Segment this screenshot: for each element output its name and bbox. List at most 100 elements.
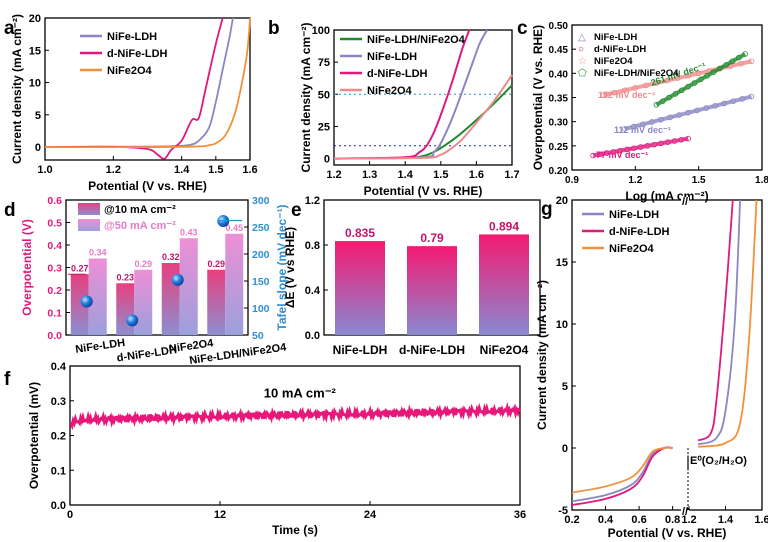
chart-g: // // 0.2 0.4 0.6 0.8 1.2 1.4 1.6 -5 0 5 10 15 20 Poten…: [535, 195, 768, 540]
tafel-dot-nife2o4: [171, 273, 184, 286]
legend-c-nife-ldh: NiFe-LDH: [594, 32, 637, 43]
fit-nife-ldh: [624, 94, 752, 131]
point-nife-ldh: [739, 96, 746, 102]
chart-d: 0.0 0.1 0.2 0.3 0.4 0.5 0.6 50 100 150 200 250 300 Ov…: [20, 195, 289, 367]
y-tick-label: -5: [558, 505, 568, 517]
x-tick-label: 12: [214, 509, 226, 521]
legend-d-10: @10 mA cm⁻²: [104, 204, 176, 216]
point-d-nife-ldh: [685, 135, 691, 142]
point-nife-ldh: [640, 121, 646, 128]
x-tick-label: 0: [67, 509, 73, 521]
series-left-d-nife-ldh: [571, 446, 673, 506]
point-nife2o4: [695, 70, 702, 77]
x-tick-label: 1.7: [504, 169, 519, 181]
point-nife2o4: [685, 72, 691, 79]
chart-a: 1.0 1.2 1.4 1.5 1.6 0 5 10 15 20 Potential (V vs. …: [10, 13, 258, 193]
x-axis-label: Potential (V vs. RHE): [88, 179, 207, 193]
y-tick-label: 0.2: [47, 285, 62, 297]
y-tick-label: 10: [29, 78, 41, 90]
panel-label-c: c: [517, 18, 528, 39]
bar-label-50-nife2o4: 0.43: [180, 227, 198, 237]
bar-label-50-nife-ldh-nife2o4: 0.45: [225, 223, 243, 233]
legend-d-swatch-10: [78, 203, 100, 215]
point-nife-ldh: [721, 100, 728, 107]
point-nife-ldh-nife2o4: [716, 65, 723, 72]
y-axis-label: Current density (mA cm⁻²): [535, 280, 549, 430]
y-tick-label: 0.20: [549, 166, 569, 177]
point-d-nife-ldh: [603, 150, 610, 156]
point-d-nife-ldh: [624, 146, 630, 153]
bar-10-nife-ldh: [70, 274, 89, 335]
y-tick-label: 0: [562, 443, 568, 455]
y-right-axis-label: Tafel slope (mV dec⁻¹): [275, 204, 289, 330]
point-d-nife-ldh: [671, 138, 678, 144]
y-axis-label: Current density (mA cm⁻²): [10, 14, 24, 164]
y-axis-label: ΔE (V vs RHE): [283, 227, 297, 308]
series-d-nife-ldh: [333, 29, 471, 160]
series-stability: [69, 402, 521, 431]
legend-c-symbol-2: ☆: [578, 56, 587, 67]
plot-frame: [333, 29, 513, 166]
panel-label-f: f: [4, 369, 11, 390]
point-nife-ldh-nife2o4: [729, 58, 736, 65]
bar-nife2o4: [479, 234, 529, 335]
slope-annotation-3: 77 mV dec⁻¹: [596, 150, 648, 160]
legend-g-nife2o4-text: NiFe2O4: [609, 243, 655, 255]
bar-50-d-nife-ldh: [134, 269, 153, 335]
x-tick-label: 1.5: [433, 169, 448, 181]
axis-break-mark-top: //: [682, 196, 688, 208]
x-tick-label: 1.5: [208, 164, 223, 176]
bar-label-50-d-nife-ldh: 0.29: [134, 259, 152, 269]
x-tick-label: 1.2: [106, 164, 121, 176]
x-category-label: NiFe2O4: [480, 343, 529, 357]
y-tick-label: 0.4: [305, 285, 321, 297]
legend-c-nife-ldh-nife2o4: NiFe-LDH/NiFe2O4: [594, 68, 679, 79]
y-tick-label: 5: [35, 110, 41, 122]
point-nife2o4: [664, 77, 670, 84]
bar-d-nife-ldh: [407, 246, 457, 335]
point-nife-ldh: [730, 98, 737, 104]
bar-label-10-nife2o4: 0.32: [162, 252, 180, 262]
point-nife-ldh-nife2o4: [742, 51, 748, 57]
y-tick-label: 0.2: [51, 431, 66, 443]
y-tick-label: 0.5: [47, 218, 62, 230]
point-nife-ldh-nife2o4: [685, 83, 691, 90]
point-d-nife-ldh: [658, 140, 664, 147]
x-tick-label: 0.9: [565, 175, 579, 186]
point-nife-ldh: [621, 126, 628, 132]
axis-break-mark-bottom: //: [682, 506, 688, 518]
x-category-label: NiFe-LDH: [333, 343, 388, 357]
point-nife2o4: [611, 89, 618, 96]
legend-c-symbol-0: △: [578, 32, 586, 43]
legend-b-nife-ldh-text: NiFe-LDH: [367, 51, 417, 63]
y-tick-label: 20: [556, 195, 568, 207]
y-tick-label: 0.0: [47, 330, 62, 342]
y-tick-label: 0.0: [305, 330, 320, 342]
y-right-tick-label: 200: [252, 249, 270, 261]
point-d-nife-ldh: [651, 141, 657, 148]
bar-50-nife-ldh: [88, 258, 107, 335]
x-tick-label: 0.2: [564, 514, 579, 526]
point-d-nife-ldh: [610, 149, 617, 155]
legend-d-swatch-50: [78, 219, 100, 231]
x-tick-label: 1.5: [692, 175, 706, 186]
bar-label-10-nife-ldh-nife2o4: 0.29: [207, 259, 225, 269]
x-tick-label: 1.2: [326, 169, 341, 181]
point-nife-ldh: [667, 114, 673, 121]
axis-break-gap-top: [681, 197, 689, 203]
point-nife-ldh-nife2o4: [704, 72, 710, 79]
y-right-tick-label: 50: [252, 330, 264, 342]
y-tick-label: 0.3: [51, 396, 66, 408]
point-nife-ldh-nife2o4: [659, 98, 666, 104]
legend-b-nife-ldh-nife2o4-text: NiFe-LDH/NiFe2O4: [367, 34, 466, 46]
panel-label-b: b: [268, 18, 280, 39]
y-right-tick-label: 100: [252, 303, 270, 315]
stability-annotation: 10 mA cm⁻²: [264, 385, 337, 400]
point-nife-ldh: [703, 105, 710, 111]
point-nife-ldh: [712, 102, 719, 109]
legend-c-d-nife-ldh: d-NiFe-LDH: [594, 44, 646, 55]
point-nife-ldh: [658, 116, 664, 123]
bar-50-nife-ldh-nife2o4: [225, 233, 244, 335]
